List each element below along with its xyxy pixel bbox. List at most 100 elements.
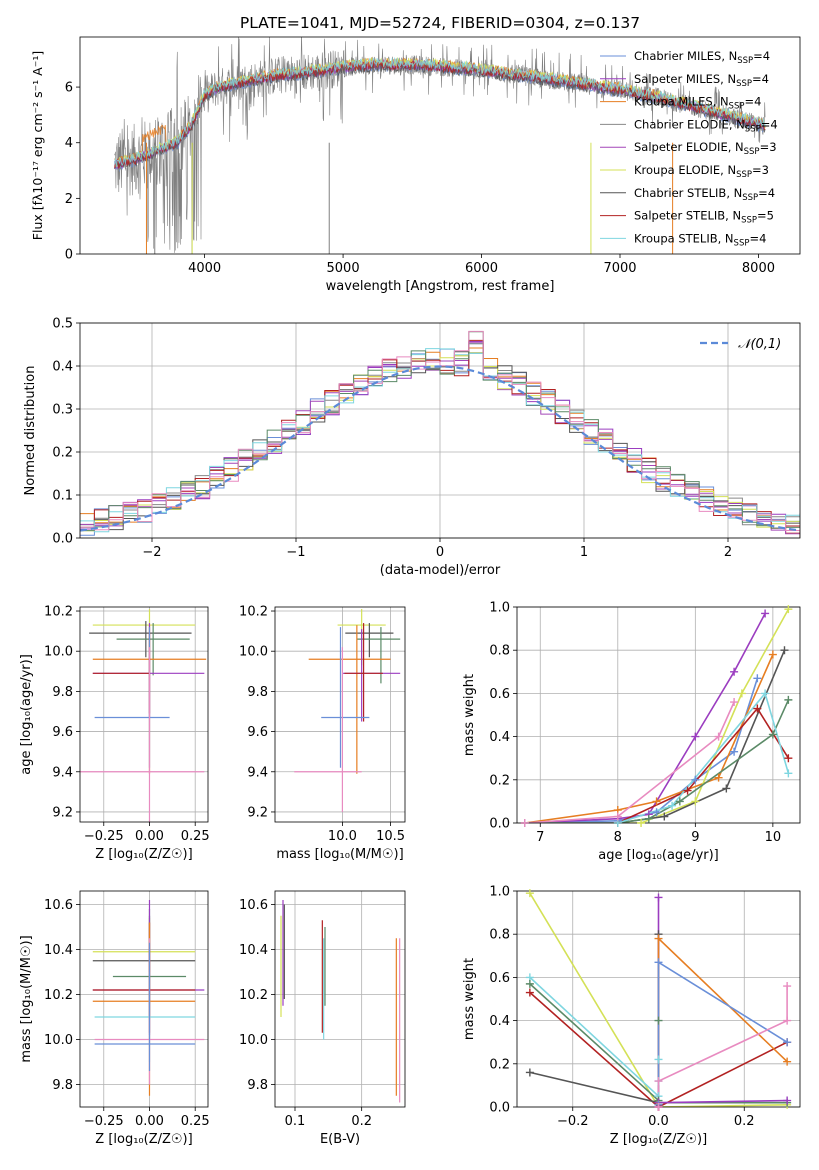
plot-area (524, 608, 790, 823)
data-point-marker (783, 1038, 792, 1047)
x-tick-label: 10.5 (376, 829, 405, 844)
data-point-marker (654, 893, 663, 902)
y-tick-label: 2 (65, 192, 73, 207)
error-bar-point (92, 922, 196, 1033)
y-tick-label: 0.3 (52, 403, 73, 418)
y-axis-label: mass [log₁₀(M/M☉)] (19, 935, 34, 1062)
x-axis-label: age [log₁₀(age/yr)] (598, 848, 719, 863)
x-tick-label: −0.25 (84, 1114, 124, 1129)
legend-entry: Kroupa MILES, NSSP=4 (634, 95, 761, 112)
plot-area (529, 892, 788, 1107)
series-line (524, 701, 735, 823)
data-point-marker (737, 689, 746, 698)
x-tick-label: 0.25 (181, 1114, 210, 1129)
legend-entry: 𝒩(0,1) (738, 337, 781, 352)
y-tick-label: 10.0 (44, 1033, 73, 1048)
error-bar-point (94, 972, 196, 1062)
x-axis-label: Z [log₁₀(Z/Z☉)] (610, 1132, 707, 1147)
data-point-marker (654, 1103, 663, 1111)
axes-frame (516, 606, 801, 824)
x-tick-label: 5000 (327, 261, 360, 276)
data-point-marker (714, 773, 723, 782)
panel-spectrum: 4000 5000 6000 7000 8000 0 2 4 6 wavelength [Angs… (30, 36, 801, 294)
data-point-marker (780, 646, 789, 655)
data-point-marker (668, 801, 677, 810)
y-tick-label: 0.5 (52, 317, 73, 332)
plot-area (114, 37, 766, 254)
x-tick-label: 7000 (603, 261, 636, 276)
normal-curve-line (80, 365, 800, 532)
y-tick-label: 10.4 (44, 943, 73, 958)
data-point-marker (654, 934, 663, 943)
data-point-marker (660, 812, 669, 821)
x-tick-label: −2 (142, 545, 161, 560)
x-tick-label: 1 (580, 545, 588, 560)
data-point-marker (761, 609, 770, 618)
y-tick-label: 0.2 (489, 773, 510, 788)
x-axis-label: Z [log₁₀(Z/Z☉)] (95, 847, 192, 862)
x-tick-label: 0.00 (135, 1114, 164, 1129)
y-tick-label: 10.2 (44, 605, 73, 620)
panel-age-vs-mass: 10.0 10.5 9.2 9.4 9.6 9.8 10.0 10.2 mass [log₁₀(… (239, 605, 406, 862)
data-point-marker (637, 819, 646, 827)
x-tick-label: 0.1 (285, 1114, 306, 1129)
series-line (529, 892, 788, 1107)
error-bar-point (344, 623, 383, 722)
y-tick-label: 6 (65, 81, 73, 96)
data-point-marker (753, 704, 762, 713)
y-tick-label: 0.2 (52, 446, 73, 461)
y-tick-label: 0.4 (489, 1014, 510, 1029)
error-bar-point (94, 627, 170, 768)
plot-area (80, 330, 800, 538)
x-tick-label: 6000 (465, 261, 498, 276)
y-tick-label: 0.4 (489, 730, 510, 745)
y-tick-label: 9.8 (52, 1078, 73, 1093)
y-tick-label: 0.8 (489, 644, 510, 659)
y-tick-label: 9.8 (247, 1078, 268, 1093)
data-point-marker (753, 674, 762, 683)
series-line (529, 991, 788, 1107)
error-bar-point (92, 633, 151, 714)
data-point-marker (683, 786, 692, 795)
y-axis-label: mass weight (462, 958, 477, 1040)
panel-massweight-vs-age: 7 8 9 10 0.0 0.2 0.4 0.6 0.8 1.0 age [log₁₀(age/yr… (462, 601, 801, 863)
y-tick-label: 9.6 (52, 725, 73, 740)
histogram-steps (80, 331, 800, 536)
data-point-marker (783, 1016, 792, 1025)
x-axis-label: E(B-V) (320, 1132, 360, 1147)
y-tick-label: 9.8 (247, 685, 268, 700)
x-tick-label: 4000 (188, 261, 221, 276)
y-tick-label: 10.2 (239, 988, 268, 1003)
data-point-marker (644, 814, 653, 823)
figure-title: PLATE=1041, MJD=52724, FIBERID=0304, z=0… (240, 14, 640, 32)
y-tick-label: 0.0 (489, 817, 510, 832)
y-tick-label: 0 (65, 248, 73, 263)
legend: Chabrier MILES, NSSP=4 Salpeter MILES, NS… (600, 49, 778, 248)
panel-age-vs-Z: −0.25 0.00 0.25 9.2 9.4 9.6 9.8 10.0 10.2 Z [log₁… (19, 605, 210, 862)
x-axis-label: (data-model)/error (380, 563, 501, 578)
data-point-marker (654, 1077, 663, 1086)
legend-entry: Chabrier MILES, NSSP=4 (634, 49, 770, 66)
data-point-marker (525, 988, 534, 997)
data-point-marker (652, 797, 661, 806)
plot-area (92, 900, 205, 1096)
y-tick-label: 10.2 (44, 988, 73, 1003)
error-bar-point (92, 623, 205, 718)
y-tick-label: 10.2 (239, 605, 268, 620)
x-tick-label: 8000 (742, 261, 775, 276)
y-tick-label: 10.6 (239, 898, 268, 913)
error-bar-point (94, 942, 196, 1071)
data-point-marker (783, 1096, 792, 1105)
data-point-marker (722, 784, 731, 793)
x-axis-label: mass [log₁₀(M/M☉)] (276, 847, 403, 862)
series-line (524, 613, 766, 823)
x-tick-label: 8 (614, 830, 622, 845)
series-line (524, 707, 790, 823)
data-point-marker (691, 797, 700, 806)
data-point-marker (784, 754, 793, 763)
y-tick-label: 0.4 (52, 360, 73, 375)
legend-entry: Chabrier STELIB, NSSP=4 (634, 186, 775, 203)
y-tick-label: 0.0 (489, 1101, 510, 1116)
model-spectrum-line (114, 56, 766, 168)
